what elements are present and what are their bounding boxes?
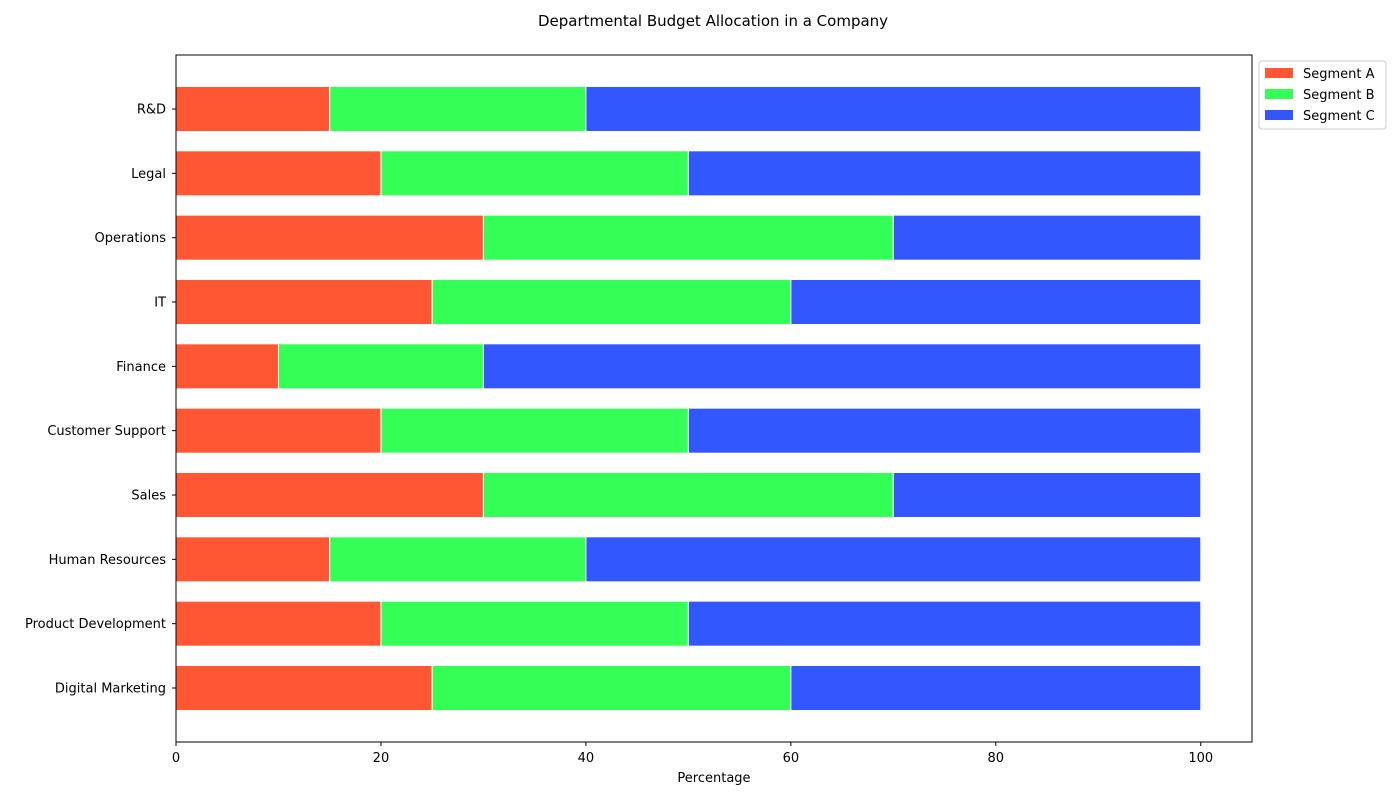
bar-finance-segment-c (482, 343, 1202, 390)
x-axis: 0 20 40 60 80 100 (172, 742, 1213, 766)
bar-it-segment-a (175, 278, 433, 326)
bar-sales-segment-b (482, 471, 894, 519)
bar-operations-segment-b (482, 214, 894, 261)
bar-finance-segment-b (277, 343, 484, 390)
bar-customer-support-segment-b (380, 407, 689, 454)
bar-legal-segment-c (687, 150, 1202, 197)
plot-frame (175, 54, 1253, 743)
y-tick-label: Operations (95, 231, 167, 246)
legend-label-1: Segment A (1303, 67, 1375, 82)
bar-finance-segment-a (175, 343, 279, 390)
legend-swatch-1 (1265, 68, 1293, 78)
bar-product-development-segment-a (175, 600, 382, 647)
x-axis-label: Percentage (677, 771, 750, 786)
bar-r-d-segment-c (585, 85, 1202, 133)
bar-legal-segment-b (380, 150, 689, 197)
y-tick-label: IT (154, 296, 166, 311)
bar-product-development-segment-b (380, 600, 689, 647)
y-tick-label: Product Development (25, 617, 166, 632)
y-tick-label: Customer Support (47, 424, 166, 439)
legend-label-3: Segment C (1303, 109, 1375, 124)
bar-r-d-segment-a (175, 85, 331, 133)
bar-it-segment-c (790, 278, 1202, 326)
y-tick-label: Finance (116, 360, 166, 375)
bars (175, 85, 1202, 712)
y-tick-label: Digital Marketing (55, 682, 166, 697)
x-tick-label: 100 (1188, 751, 1213, 766)
bar-customer-support-segment-c (687, 407, 1202, 454)
bar-human-resources-segment-a (175, 536, 331, 583)
bar-digital-marketing-segment-b (431, 664, 792, 712)
y-axis: Digital Marketing Product Development Huma… (25, 103, 176, 697)
bar-r-d-segment-b (329, 85, 587, 133)
bar-it-segment-b (431, 278, 792, 326)
x-tick-label: 0 (172, 751, 180, 766)
bar-human-resources-segment-b (329, 536, 587, 583)
bar-operations-segment-c (892, 214, 1202, 261)
legend-label-2: Segment B (1303, 88, 1375, 103)
bar-operations-segment-a (175, 214, 484, 261)
bar-digital-marketing-segment-c (790, 664, 1202, 712)
y-tick-label: Sales (131, 489, 166, 504)
bar-sales-segment-a (175, 471, 484, 519)
legend: Segment A Segment B Segment C (1258, 60, 1387, 130)
bar-digital-marketing-segment-a (175, 664, 433, 712)
y-tick-label: Legal (131, 167, 166, 182)
legend-swatch-3 (1265, 110, 1293, 120)
chart-title: Departmental Budget Allocation in a Comp… (538, 12, 888, 30)
x-tick-label: 80 (988, 751, 1005, 766)
bar-human-resources-segment-c (585, 536, 1202, 583)
x-tick-label: 40 (578, 751, 595, 766)
bar-legal-segment-a (175, 150, 382, 197)
y-tick-label: Human Resources (49, 553, 167, 568)
y-tick-label: R&D (137, 103, 166, 118)
legend-swatch-2 (1265, 89, 1293, 99)
x-tick-label: 20 (373, 751, 390, 766)
x-tick-label: 60 (783, 751, 800, 766)
bar-sales-segment-c (892, 471, 1202, 519)
bar-customer-support-segment-a (175, 407, 382, 454)
bar-product-development-segment-c (687, 600, 1202, 647)
